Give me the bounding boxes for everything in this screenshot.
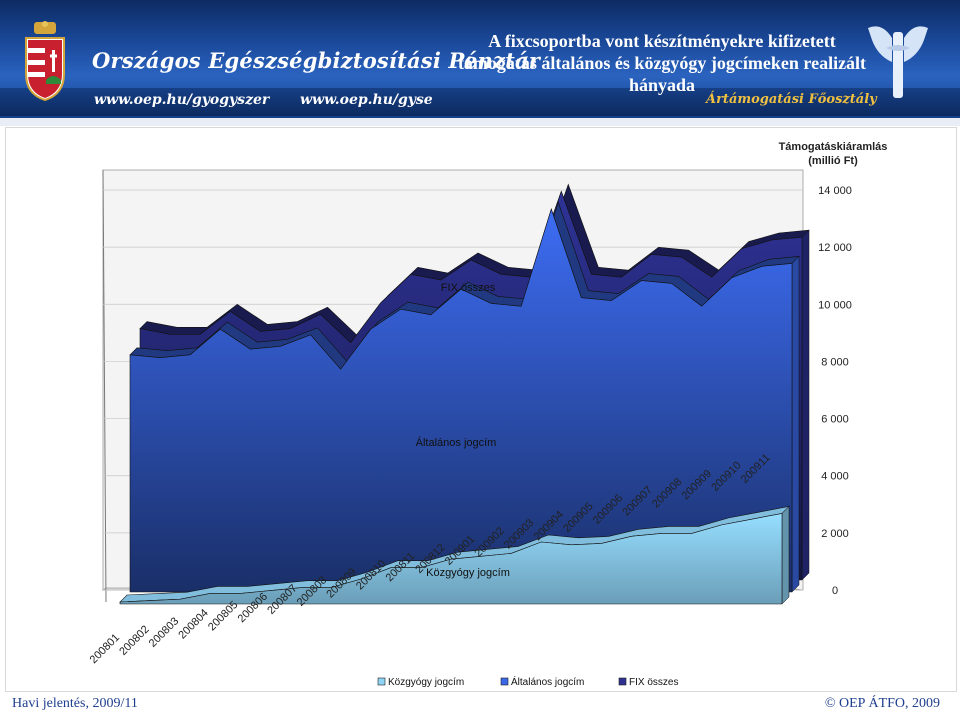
y-axis-label: Támogatáskiáramlás (millió Ft): [779, 141, 888, 167]
legend-label: Közgyógy jogcím: [388, 677, 464, 688]
chart-area: 0 2 000 4 000 6 000 8 000 10 000 12 000 14 000 T…: [5, 127, 957, 692]
organization-name: Országos Egészségbiztosítási Pénztár: [92, 48, 541, 73]
legend-swatch: [500, 677, 509, 686]
coat-of-arms-icon: [25, 21, 65, 102]
header-stripe: [0, 88, 960, 116]
area-altalanos-side: [791, 255, 800, 593]
series-annotation-2: Közgyógy jogcím: [426, 567, 510, 579]
y-tick-label: 14 000: [818, 185, 852, 197]
y-tick-label: 12 000: [818, 242, 852, 254]
series-annotation-1: Általános jogcím: [416, 436, 497, 449]
chart-side-wall-edge: [102, 169, 107, 603]
legend-swatch: [377, 677, 386, 686]
area-chart: 0 2 000 4 000 6 000 8 000 10 000 12 000 14 000 T…: [88, 141, 888, 688]
y-tick-label: 8 000: [821, 356, 849, 368]
area-kozgyogy-side: [781, 505, 790, 605]
copyright-label: © OEP ÁTFO, 2009: [824, 696, 940, 711]
area-fix-side: [801, 229, 810, 581]
legend-label: Általános jogcím: [511, 675, 584, 688]
department-name: Ártámogatási Főosztály: [706, 92, 877, 107]
y-tick-label: 2 000: [821, 528, 849, 540]
area-kozgyogy: [119, 513, 783, 605]
legend-swatch: [618, 677, 627, 686]
oep-logo-icon: [868, 26, 928, 98]
y-tick-label: 6 000: [821, 414, 849, 426]
report-label: Havi jelentés, 2009/11: [12, 696, 138, 711]
y-tick-label: 0: [832, 585, 838, 597]
url-gyse[interactable]: www.oep.hu/gyse: [300, 92, 433, 108]
series-annotation-0: FIX összes: [441, 282, 496, 294]
header-banner: Országos Egészségbiztosítási Pénztár www…: [0, 0, 960, 126]
area-altalanos: [129, 208, 793, 593]
y-tick-label: 4 000: [821, 471, 849, 483]
y-tick-label: 10 000: [818, 299, 852, 311]
header-divider: [0, 118, 960, 126]
slide-title: A fixcsoportba vont készítményekre kifiz…: [457, 31, 867, 95]
legend-label: FIX összes: [629, 677, 678, 688]
url-gyogyszer[interactable]: www.oep.hu/gyogyszer: [94, 92, 270, 108]
